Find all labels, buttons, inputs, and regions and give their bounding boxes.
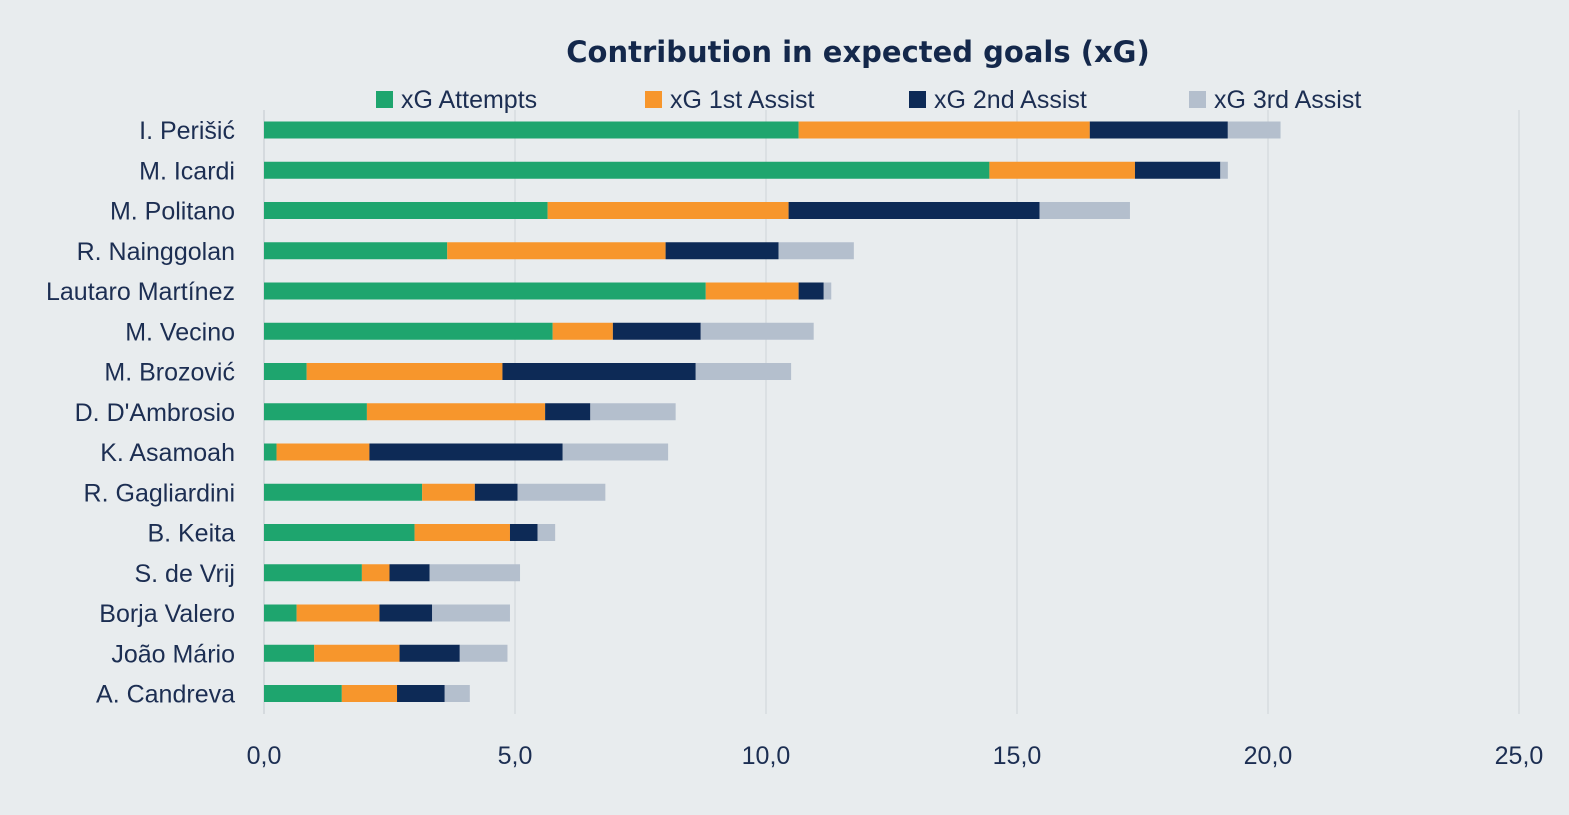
bar-xg-1st-assist-m-brozovic — [306, 363, 503, 380]
legend-label-xg-attempts: xG Attempts — [401, 86, 537, 114]
bar-xg-2nd-assist-m-politano — [788, 202, 1040, 219]
bar-xg-attempts-m-politano — [264, 202, 548, 219]
bar-xg-2nd-assist-b-keita — [509, 524, 538, 541]
bar-xg-3rd-assist-m-vecino — [700, 322, 814, 340]
bar-xg-2nd-assist-i-perisic — [1089, 121, 1228, 139]
bar-xg-attempts-m-icardi — [264, 161, 990, 179]
category-label: S. de Vrij — [134, 560, 235, 588]
bar-xg-attempts-joao-mario — [264, 644, 315, 662]
bar-xg-3rd-assist-m-icardi — [1220, 161, 1228, 179]
bar-xg-1st-assist-b-keita — [414, 524, 510, 541]
legend-swatch-xg-1st-assist — [645, 91, 662, 108]
bar-xg-1st-assist-m-politano — [547, 202, 789, 219]
bar-xg-3rd-assist-a-candreva — [444, 685, 470, 702]
category-label: Borja Valero — [99, 600, 235, 628]
bar-xg-3rd-assist-borja-valero — [432, 604, 510, 622]
bars — [264, 121, 1281, 702]
bar-xg-1st-assist-a-candreva — [341, 685, 398, 702]
category-label: M. Brozović — [104, 359, 235, 387]
bar-xg-3rd-assist-d-d-ambrosio — [590, 403, 676, 421]
category-label: B. Keita — [147, 520, 235, 548]
bar-xg-1st-assist-m-vecino — [552, 322, 613, 340]
bar-xg-1st-assist-k-asamoah — [276, 443, 370, 461]
x-tick-label: 20,0 — [1244, 742, 1293, 770]
category-label: I. Perišić — [139, 117, 235, 145]
x-tick-label: 5,0 — [498, 742, 533, 770]
bar-xg-attempts-b-keita — [264, 524, 415, 541]
bar-xg-attempts-i-perisic — [264, 121, 799, 139]
bar-xg-2nd-assist-borja-valero — [379, 604, 433, 622]
category-label: D. D'Ambrosio — [75, 399, 235, 427]
category-label: A. Candreva — [96, 681, 235, 709]
bar-xg-3rd-assist-b-keita — [537, 524, 556, 541]
bar-xg-3rd-assist-m-brozovic — [695, 363, 792, 380]
bar-xg-attempts-m-brozovic — [264, 363, 307, 380]
bar-xg-attempts-r-gagliardini — [264, 483, 423, 501]
legend-label-xg-1st-assist: xG 1st Assist — [670, 86, 815, 114]
x-axis-tick-labels: 0,0 5,0 10,0 15,0 20,0 25,0 — [247, 742, 1544, 770]
bar-xg-2nd-assist-k-asamoah — [369, 443, 563, 461]
bar-xg-2nd-assist-joao-mario — [399, 644, 460, 662]
category-label: K. Asamoah — [100, 439, 235, 467]
bar-xg-1st-assist-borja-valero — [296, 604, 380, 622]
bar-xg-3rd-assist-i-perisic — [1227, 121, 1281, 139]
bar-xg-2nd-assist-s-de-vrij — [389, 564, 430, 582]
bar-xg-attempts-a-candreva — [264, 685, 342, 702]
chart-legend: xG Attempts xG 1st Assist xG 2nd Assist xG … — [376, 86, 1361, 114]
category-label: João Mário — [111, 640, 235, 668]
bar-xg-3rd-assist-k-asamoah — [562, 443, 669, 461]
bar-xg-1st-assist-i-perisic — [798, 121, 1090, 139]
bar-xg-1st-assist-joao-mario — [314, 644, 400, 662]
bar-xg-2nd-assist-lautaro-martinez — [798, 282, 824, 300]
bar-xg-3rd-assist-r-gagliardini — [517, 483, 606, 501]
bar-xg-attempts-d-d-ambrosio — [264, 403, 367, 421]
legend-swatch-xg-2nd-assist — [909, 91, 926, 108]
bar-xg-1st-assist-d-d-ambrosio — [366, 403, 546, 421]
bar-xg-attempts-r-nainggolan — [264, 242, 448, 260]
category-label: Lautaro Martínez — [46, 278, 235, 306]
bar-xg-2nd-assist-a-candreva — [397, 685, 445, 702]
bar-xg-2nd-assist-m-brozovic — [502, 363, 696, 380]
chart-title: Contribution in expected goals (xG) — [566, 35, 1149, 69]
bar-xg-2nd-assist-d-d-ambrosio — [545, 403, 591, 421]
bar-xg-1st-assist-lautaro-martinez — [705, 282, 799, 300]
bar-xg-2nd-assist-m-vecino — [612, 322, 701, 340]
bar-xg-3rd-assist-s-de-vrij — [429, 564, 521, 582]
legend-swatch-xg-attempts — [376, 91, 393, 108]
category-label: R. Nainggolan — [77, 238, 235, 266]
legend-label-xg-2nd-assist: xG 2nd Assist — [934, 86, 1087, 114]
x-tick-label: 15,0 — [993, 742, 1042, 770]
bar-xg-attempts-k-asamoah — [264, 443, 277, 461]
bar-xg-2nd-assist-m-icardi — [1134, 161, 1221, 179]
bar-xg-1st-assist-s-de-vrij — [361, 564, 390, 582]
category-label: M. Politano — [110, 198, 235, 226]
bar-xg-1st-assist-r-nainggolan — [447, 242, 666, 260]
category-label: M. Icardi — [139, 157, 235, 185]
bar-xg-attempts-m-vecino — [264, 322, 553, 340]
bar-xg-1st-assist-m-icardi — [989, 161, 1135, 179]
bar-xg-2nd-assist-r-nainggolan — [665, 242, 779, 260]
bar-xg-attempts-s-de-vrij — [264, 564, 362, 582]
bar-xg-3rd-assist-r-nainggolan — [778, 242, 854, 260]
category-labels: I. Perišić M. Icardi M. Politano R. Nainggo… — [46, 117, 235, 709]
x-tick-label: 10,0 — [742, 742, 791, 770]
x-tick-label: 0,0 — [247, 742, 282, 770]
bar-xg-3rd-assist-lautaro-martinez — [823, 282, 832, 300]
category-label: M. Vecino — [125, 318, 235, 346]
bar-xg-3rd-assist-joao-mario — [459, 644, 508, 662]
x-tick-label: 25,0 — [1495, 742, 1544, 770]
bar-xg-2nd-assist-r-gagliardini — [474, 483, 518, 501]
category-label: R. Gagliardini — [84, 479, 235, 507]
bar-xg-attempts-borja-valero — [264, 604, 297, 622]
bar-xg-3rd-assist-m-politano — [1039, 202, 1130, 219]
bar-xg-attempts-lautaro-martinez — [264, 282, 706, 300]
legend-swatch-xg-3rd-assist — [1189, 91, 1206, 108]
bar-xg-1st-assist-r-gagliardini — [422, 483, 475, 501]
legend-label-xg-3rd-assist: xG 3rd Assist — [1214, 86, 1361, 114]
